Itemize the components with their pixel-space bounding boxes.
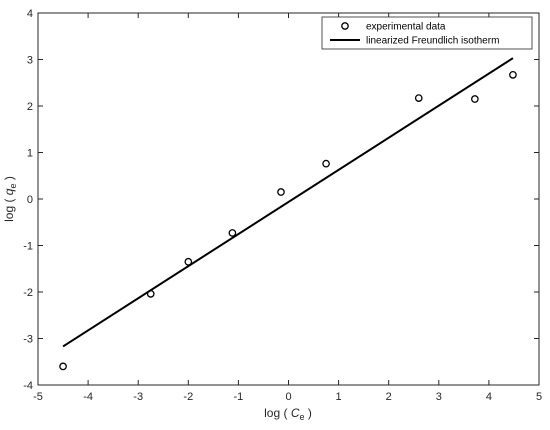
x-tick-label: -3 xyxy=(133,391,143,403)
data-point xyxy=(59,362,67,371)
y-tick-label: -2 xyxy=(23,287,33,299)
y-tick-label: -1 xyxy=(23,241,33,253)
x-tick-label: -5 xyxy=(33,391,43,403)
legend-label-experimental: experimental data xyxy=(366,22,446,33)
data-point xyxy=(322,159,330,168)
legend: experimental data linearized Freundlich … xyxy=(321,16,533,50)
data-point xyxy=(509,70,517,79)
y-tick-label: 4 xyxy=(27,8,33,20)
y-axis-label: log ( qe ) xyxy=(2,176,18,222)
legend-label-fit-line: linearized Freundlich isotherm xyxy=(366,36,499,47)
x-tick-label: 3 xyxy=(436,391,442,403)
y-tick-label: 1 xyxy=(27,148,33,160)
y-tick-label: -3 xyxy=(23,334,33,346)
plot-frame xyxy=(37,12,540,386)
y-tick-label: 2 xyxy=(27,101,33,113)
y-axis-ticks: -4 -3 -2 -1 0 1 2 3 4 xyxy=(23,8,539,392)
y-tick-label: 0 xyxy=(27,194,33,206)
y-tick-label: 3 xyxy=(27,55,33,67)
x-tick-label: 0 xyxy=(285,391,291,403)
data-point xyxy=(277,188,285,196)
y-tick-label: -4 xyxy=(23,380,33,392)
x-tick-label: 1 xyxy=(336,391,342,403)
fit-line xyxy=(62,57,514,348)
plot-background xyxy=(38,13,539,385)
x-tick-label: -4 xyxy=(83,391,93,403)
x-axis-label: log ( Ce ) xyxy=(264,406,312,422)
x-tick-label: 5 xyxy=(536,391,542,403)
series-layer xyxy=(59,57,517,371)
data-point xyxy=(228,229,237,237)
legend-marker-experimental xyxy=(341,22,349,30)
x-tick-label: -1 xyxy=(234,391,244,403)
x-tick-label: -2 xyxy=(183,391,193,403)
legend-box xyxy=(321,16,533,50)
x-tick-label: 4 xyxy=(486,391,492,403)
x-tick-label: 2 xyxy=(386,391,392,403)
data-point xyxy=(471,95,479,103)
data-point xyxy=(414,94,423,102)
